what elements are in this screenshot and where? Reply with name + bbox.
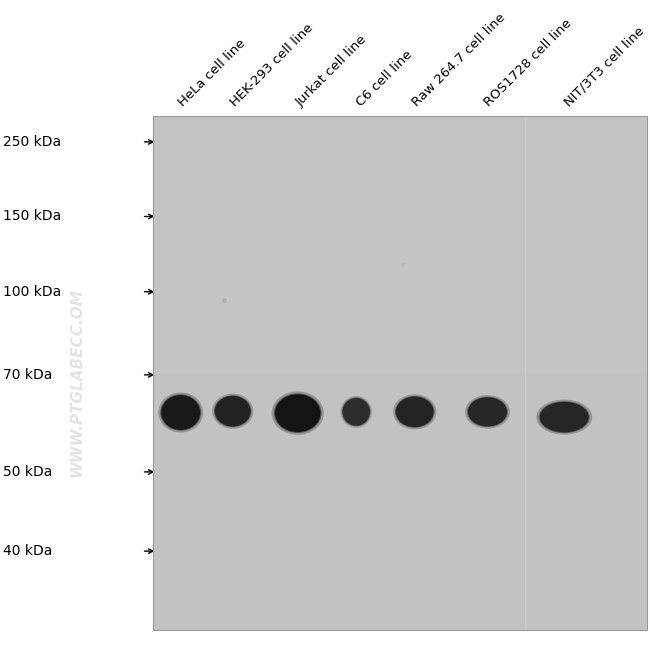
Ellipse shape [539, 401, 590, 433]
Ellipse shape [212, 393, 254, 429]
Text: C6 cell line: C6 cell line [354, 48, 415, 109]
Text: HeLa cell line: HeLa cell line [176, 36, 248, 109]
Text: 250 kDa: 250 kDa [3, 135, 61, 149]
Text: 50 kDa: 50 kDa [3, 465, 53, 479]
Ellipse shape [540, 402, 589, 432]
Text: 70 kDa: 70 kDa [3, 368, 53, 382]
Ellipse shape [341, 396, 372, 428]
Ellipse shape [275, 394, 320, 432]
Text: Jurkat cell line: Jurkat cell line [293, 33, 369, 109]
Ellipse shape [161, 394, 202, 431]
Text: 100 kDa: 100 kDa [3, 284, 62, 299]
Ellipse shape [274, 393, 322, 433]
Text: Raw 264.7 cell line: Raw 264.7 cell line [410, 11, 508, 109]
Ellipse shape [342, 397, 370, 426]
Ellipse shape [272, 391, 324, 435]
Ellipse shape [161, 395, 200, 430]
Ellipse shape [468, 397, 507, 426]
Ellipse shape [536, 399, 592, 435]
Text: HEK-293 cell line: HEK-293 cell line [228, 21, 316, 109]
Text: ROS1728 cell line: ROS1728 cell line [482, 16, 574, 109]
Bar [153, 115, 647, 373]
Ellipse shape [393, 394, 436, 430]
Ellipse shape [465, 395, 510, 428]
Text: WWW.PTGLABECC.OM: WWW.PTGLABECC.OM [69, 288, 84, 477]
Ellipse shape [343, 398, 370, 426]
Text: 150 kDa: 150 kDa [3, 209, 62, 224]
Ellipse shape [214, 395, 252, 427]
Ellipse shape [467, 397, 508, 427]
Bar [153, 115, 647, 630]
Text: NIT/3T3 cell line: NIT/3T3 cell line [562, 24, 647, 109]
Ellipse shape [214, 396, 251, 426]
Ellipse shape [159, 393, 203, 432]
Ellipse shape [395, 396, 434, 428]
Ellipse shape [396, 397, 434, 427]
Bar [153, 115, 647, 630]
Text: 40 kDa: 40 kDa [3, 544, 53, 558]
